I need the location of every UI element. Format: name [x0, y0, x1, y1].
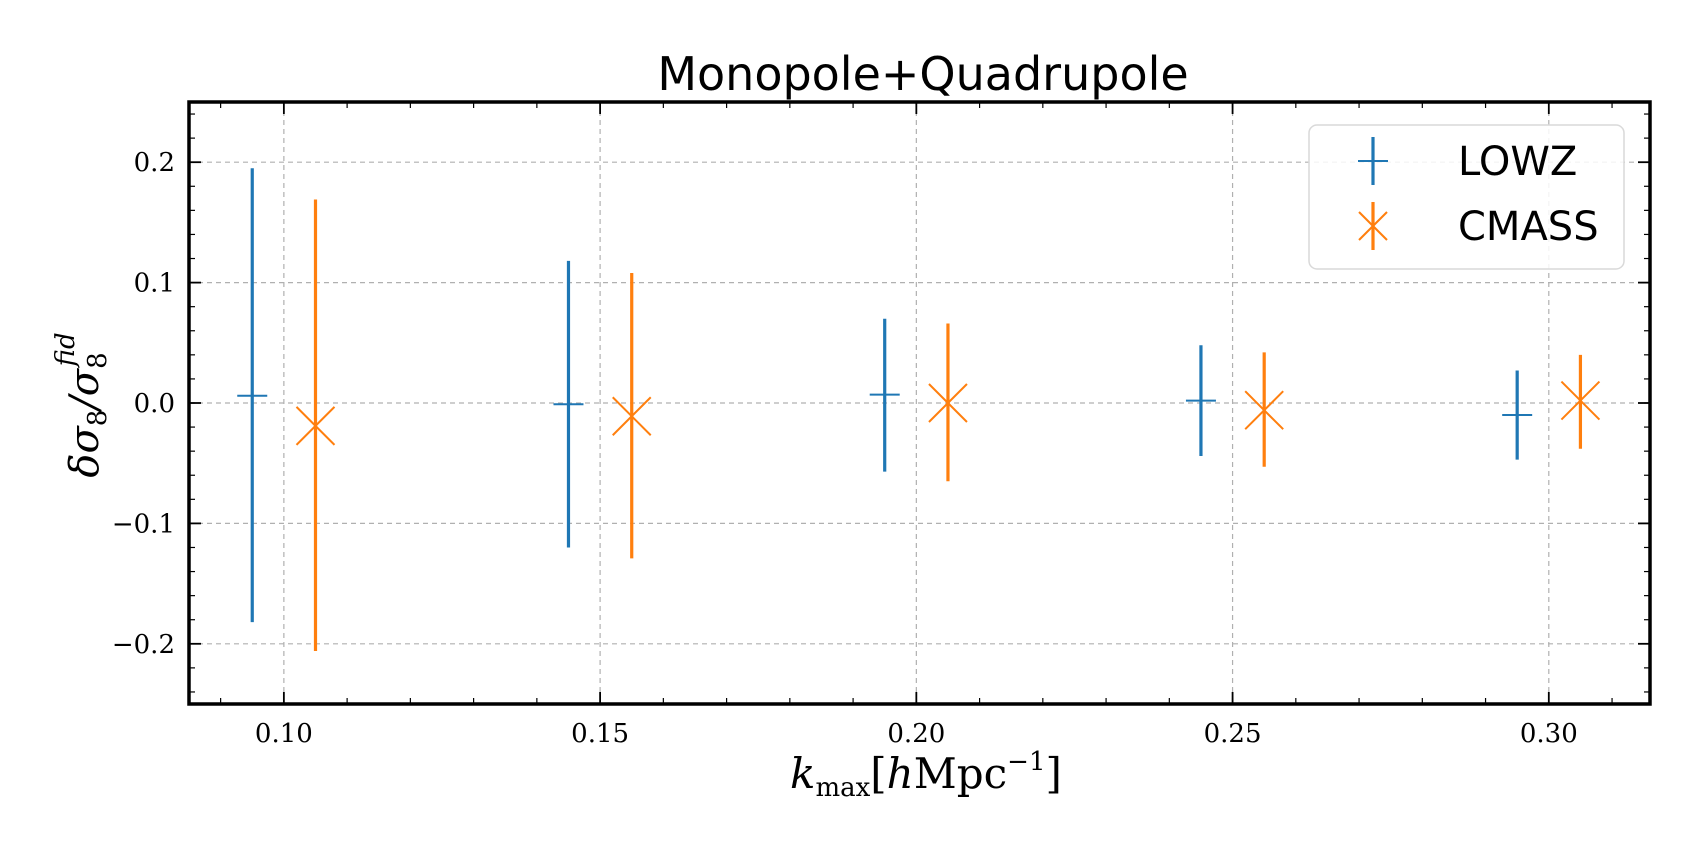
data-point [612, 396, 652, 436]
data-point-stroke [928, 383, 968, 423]
y-tick-label: −0.2 [112, 630, 175, 660]
legend: LOWZ CMASS [1308, 124, 1625, 270]
legend-label: LOWZ [1458, 139, 1577, 185]
grid [189, 102, 1650, 704]
series-cmass [295, 199, 1601, 652]
data-point-stroke [612, 396, 652, 436]
x-tick-label: 0.20 [887, 719, 945, 749]
y-axis-label: δσ8/σ8fid [51, 332, 113, 477]
series-lowz [237, 168, 1533, 623]
plot-frame [187, 100, 1652, 706]
y-tick-label: 0.1 [134, 269, 175, 299]
data-point-stroke [1244, 390, 1284, 430]
legend-label: CMASS [1458, 204, 1599, 250]
legend-item-lowz: LOWZ [1358, 137, 1577, 185]
data-point [1560, 380, 1601, 421]
data-series [237, 168, 1601, 652]
data-point-stroke [1560, 380, 1601, 421]
x-tick-label: 0.15 [571, 719, 629, 749]
y-tick-label: 0.0 [134, 389, 175, 419]
data-point [1244, 390, 1284, 430]
x-tick-label: 0.10 [255, 719, 313, 749]
data-point [295, 406, 336, 446]
x-tick-label: 0.25 [1204, 719, 1262, 749]
x-axis-label: kmax[hMpc−1] [790, 747, 1062, 803]
chart-title: Monopole+Quadrupole [657, 47, 1188, 101]
y-tick-label: 0.2 [134, 148, 175, 178]
y-tick-label: −0.1 [112, 509, 175, 539]
legend-item-cmass: CMASS [1358, 202, 1599, 250]
data-point-stroke [295, 406, 336, 446]
axis-tick-labels: 0.10 0.15 0.20 0.25 0.30 −0.2 −0.1 0.0 0.1 0.2 [112, 148, 1578, 749]
x-tick-label: 0.30 [1520, 719, 1578, 749]
legend-marker [1358, 211, 1388, 241]
data-point [928, 383, 968, 423]
